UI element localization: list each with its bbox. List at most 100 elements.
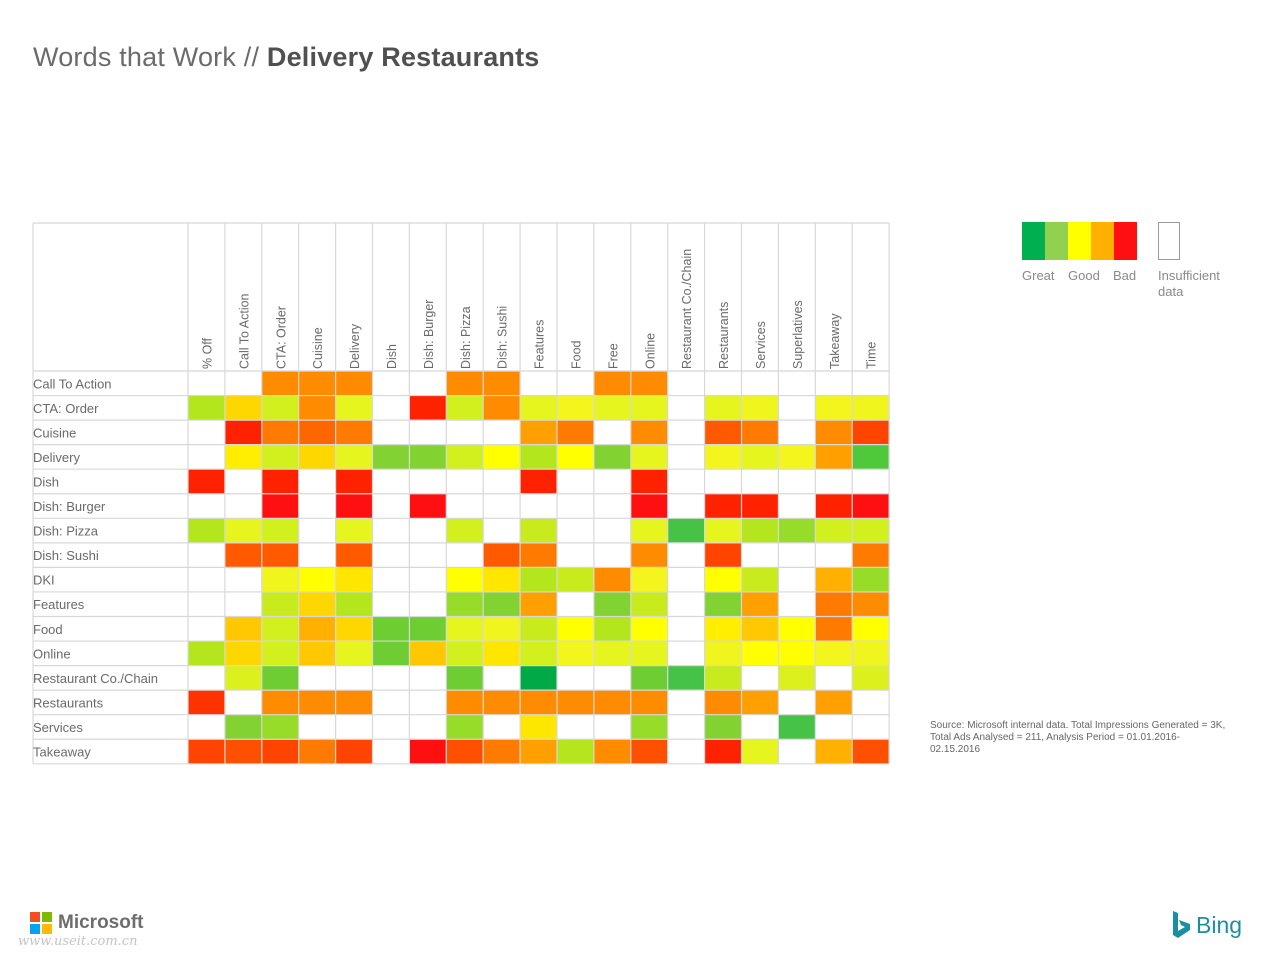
heatmap-cell <box>741 591 779 617</box>
heatmap-cell <box>335 444 373 470</box>
heatmap-cell <box>520 739 557 764</box>
heatmap-cell <box>704 690 742 715</box>
heatmap-cell <box>557 444 594 470</box>
heatmap-cell <box>704 616 742 642</box>
heatmap-cell <box>520 616 557 642</box>
heatmap-cell <box>815 690 853 715</box>
column-label: Features <box>533 320 547 369</box>
heatmap-cell <box>704 444 742 470</box>
heatmap-cell <box>224 444 262 470</box>
heatmap-cell <box>335 395 373 421</box>
heatmap-cell <box>630 395 668 421</box>
heatmap-cell <box>852 518 890 543</box>
heatmap-cell <box>593 395 631 421</box>
microsoft-logo: Microsoft <box>30 912 144 934</box>
bing-logo: Bing <box>1170 910 1242 940</box>
heatmap-cell <box>224 641 262 666</box>
heatmap-cell <box>667 665 705 691</box>
heatmap-cell <box>815 591 853 617</box>
heatmap-cell <box>224 395 262 421</box>
heatmap-cell <box>852 641 890 666</box>
heatmap-cell <box>261 641 299 666</box>
heatmap-cell <box>593 371 631 396</box>
column-label: Call To Action <box>237 293 251 369</box>
column-label: CTA: Order <box>274 306 288 369</box>
heatmap-cell <box>815 739 853 764</box>
heatmap-cell <box>741 641 779 666</box>
heatmap-cell <box>778 665 816 691</box>
heatmap-cell <box>704 641 742 666</box>
heatmap-cell <box>630 493 668 519</box>
row-label: Delivery <box>33 450 80 465</box>
heatmap-cell <box>741 616 779 642</box>
heatmap-cell <box>557 641 594 666</box>
heatmap-cell <box>483 444 521 470</box>
heatmap-cell <box>704 395 742 421</box>
heatmap-cell <box>630 665 668 691</box>
column-label: Free <box>606 343 620 369</box>
column-label: Time <box>865 342 879 369</box>
heatmap-cell <box>741 395 779 421</box>
heatmap-cell <box>630 591 668 617</box>
heatmap-cell <box>778 641 816 666</box>
heatmap-cell <box>188 395 225 421</box>
heatmap-cell <box>483 395 521 421</box>
heatmap-cell <box>704 567 742 592</box>
heatmap-cell <box>667 518 705 543</box>
heatmap-cell <box>335 567 373 592</box>
row-label: Food <box>33 622 63 637</box>
heatmap-cell <box>298 567 336 592</box>
heatmap-cell <box>778 714 816 740</box>
page-title: Words that Work // Delivery Restaurants <box>33 42 540 73</box>
heatmap-cell <box>261 493 299 519</box>
legend-swatch-great <box>1022 222 1045 260</box>
heatmap-cell <box>446 444 484 470</box>
heatmap-cell <box>852 420 890 445</box>
heatmap-cell <box>815 444 853 470</box>
heatmap-cell <box>815 395 853 421</box>
legend: Great Good Bad Insufficient data <box>1022 222 1242 312</box>
heatmap-cell <box>446 518 484 543</box>
heatmap-cell <box>704 493 742 519</box>
title-main: Delivery Restaurants <box>266 42 540 72</box>
heatmap-cell <box>520 591 557 617</box>
heatmap-cell <box>261 371 299 396</box>
heatmap-cell <box>704 518 742 543</box>
heatmap-cell <box>298 739 336 764</box>
heatmap-cell <box>593 444 631 470</box>
column-label: Dish: Sushi <box>496 306 510 369</box>
row-label: Restaurants <box>33 695 104 710</box>
heatmap-cell <box>224 542 262 568</box>
heatmap-cell <box>704 739 742 764</box>
heatmap-cell <box>335 591 373 617</box>
row-label: Cuisine <box>33 425 76 440</box>
heatmap-cell <box>409 395 447 421</box>
column-label: Superlatives <box>791 300 805 369</box>
row-label: Dish <box>33 474 59 489</box>
heatmap-cell <box>520 641 557 666</box>
column-label: Online <box>643 333 657 369</box>
heatmap-cell <box>335 493 373 519</box>
heatmap-cell <box>778 616 816 642</box>
row-label: Online <box>33 646 71 661</box>
heatmap-cell <box>224 714 262 740</box>
heatmap-cell <box>630 542 668 568</box>
microsoft-wordmark: Microsoft <box>58 912 144 933</box>
legend-swatch-good-bad <box>1091 222 1114 260</box>
microsoft-logo-icon <box>30 912 52 934</box>
heatmap-cell <box>520 542 557 568</box>
legend-swatch-good <box>1068 222 1091 260</box>
heatmap-cell <box>261 542 299 568</box>
heatmap-cell <box>261 444 299 470</box>
heatmap-cell <box>298 641 336 666</box>
watermark: www.useit.com.cn <box>18 934 138 949</box>
heatmap-cell <box>224 420 262 445</box>
heatmap-cell <box>224 518 262 543</box>
heatmap-cell <box>630 469 668 494</box>
heatmap-cell <box>630 567 668 592</box>
heatmap-cell <box>593 616 631 642</box>
heatmap-cell <box>335 739 373 764</box>
row-label: Restaurant Co./Chain <box>33 671 158 686</box>
heatmap-cell <box>446 567 484 592</box>
column-label: Delivery <box>348 323 362 369</box>
